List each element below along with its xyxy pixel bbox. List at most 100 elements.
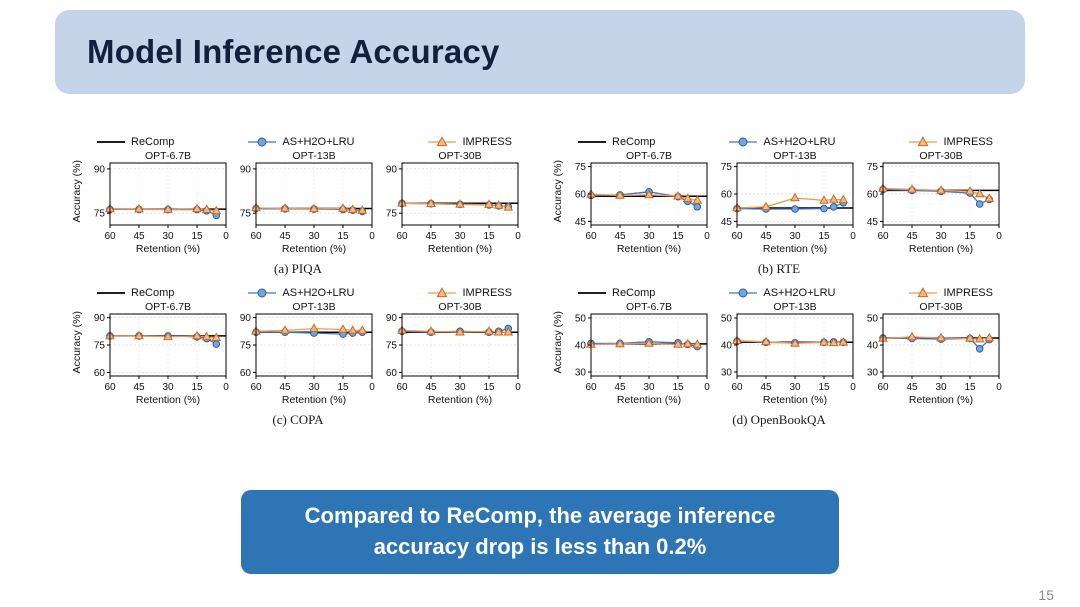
y-tick-label: 60 [94, 368, 106, 379]
recomp-line-sample [97, 141, 125, 143]
y-tick-label: 90 [386, 164, 398, 175]
legend-label: ReComp [131, 136, 175, 148]
x-tick-label: 0 [850, 382, 856, 393]
slide-header: Model Inference Accuracy [55, 10, 1025, 94]
subplot-title: OPT-6.7B [145, 301, 191, 313]
chart-group: ReComp AS+H2O+LRU IMPRESS Accuracy (%) OPT-6… [551, 136, 1007, 277]
page-number: 15 [1038, 587, 1054, 603]
y-tick-label: 60 [240, 368, 252, 379]
x-tick-label: 0 [996, 382, 1002, 393]
y-tick-label: 75 [575, 162, 587, 173]
x-tick-label: 15 [964, 231, 976, 242]
x-axis-label: Retention (%) [617, 243, 681, 255]
subplot-chart: OPT-30B 30 40 50 60 45 30 15 0 Retention (%) [867, 301, 1002, 406]
x-tick-label: 45 [279, 382, 291, 393]
x-tick-label: 60 [104, 231, 116, 242]
subplot-title: OPT-13B [292, 150, 335, 162]
y-tick-label: 75 [721, 162, 733, 173]
subplot-title: OPT-30B [919, 301, 962, 313]
x-tick-label: 15 [964, 382, 976, 393]
y-tick-label: 40 [575, 341, 587, 352]
x-tick-label: 60 [877, 382, 889, 393]
y-tick-label: 60 [575, 190, 587, 201]
x-tick-label: 15 [337, 382, 349, 393]
as-h2o-lru-marker-sample [248, 288, 277, 298]
y-tick-label: 45 [575, 217, 587, 228]
x-axis-label: Retention (%) [428, 243, 492, 255]
x-tick-label: 60 [396, 231, 408, 242]
y-tick-label: 60 [867, 190, 879, 201]
as-h2o-lru-marker-sample [248, 137, 277, 147]
x-tick-label: 15 [191, 382, 203, 393]
x-tick-label: 0 [704, 382, 710, 393]
legend-item-1: AS+H2O+LRU [247, 287, 355, 299]
x-tick-label: 45 [614, 382, 626, 393]
x-tick-label: 60 [585, 382, 597, 393]
x-tick-label: 45 [133, 382, 145, 393]
y-tick-label: 45 [721, 217, 733, 228]
legend-label: AS+H2O+LRU [763, 287, 836, 299]
y-tick-label: 60 [386, 368, 398, 379]
y-axis-label: Accuracy (%) [552, 159, 564, 223]
x-tick-label: 30 [935, 382, 947, 393]
x-tick-label: 45 [279, 231, 291, 242]
x-tick-label: 30 [308, 382, 320, 393]
x-tick-label: 0 [369, 382, 375, 393]
legend-label: AS+H2O+LRU [282, 287, 355, 299]
x-tick-label: 30 [162, 382, 174, 393]
legend-item-0: ReComp [96, 287, 174, 299]
legend-label: ReComp [131, 287, 175, 299]
y-tick-label: 90 [240, 313, 252, 324]
group-caption: (b) RTE [757, 261, 801, 276]
x-tick-label: 0 [223, 382, 229, 393]
y-axis-label: Accuracy (%) [71, 159, 83, 223]
y-tick-label: 75 [386, 209, 398, 220]
legend-item-2: IMPRESS [908, 287, 993, 299]
legend-item-0: ReComp [577, 136, 655, 148]
x-axis-label: Retention (%) [136, 394, 200, 406]
x-tick-label: 60 [877, 231, 889, 242]
legend-item-0: ReComp [96, 136, 174, 148]
y-tick-label: 90 [240, 164, 252, 175]
x-axis-label: Retention (%) [763, 243, 827, 255]
x-tick-label: 0 [369, 231, 375, 242]
legend-item-0: ReComp [577, 287, 655, 299]
x-tick-label: 45 [906, 231, 918, 242]
legend-label: ReComp [612, 287, 656, 299]
x-axis-label: Retention (%) [763, 394, 827, 406]
x-tick-label: 15 [483, 382, 495, 393]
y-tick-label: 40 [867, 341, 879, 352]
subplot-chart: OPT-6.7B 45 60 75 60 45 30 15 0 Retention (%) [575, 150, 710, 255]
x-tick-label: 30 [789, 231, 801, 242]
y-tick-label: 75 [386, 341, 398, 352]
x-tick-label: 60 [250, 231, 262, 242]
x-tick-label: 30 [454, 382, 466, 393]
x-tick-label: 30 [643, 231, 655, 242]
x-tick-label: 45 [425, 382, 437, 393]
subplot-row: Accuracy (%) OPT-6.7B 60 75 90 60 45 30 15 0 Reten… [70, 301, 526, 409]
subplot-chart: OPT-13B 30 40 50 60 45 30 15 0 Retention (%) [721, 301, 856, 406]
legend-item-2: IMPRESS [427, 136, 512, 148]
subplot-chart: OPT-6.7B 30 40 50 60 45 30 15 0 Retention (%) [575, 301, 710, 406]
chart-group: ReComp AS+H2O+LRU IMPRESS Accuracy (%) OPT-6… [551, 287, 1007, 428]
legend-label: IMPRESS [943, 287, 993, 299]
y-tick-label: 75 [867, 162, 879, 173]
y-tick-label: 75 [240, 341, 252, 352]
x-tick-label: 60 [250, 382, 262, 393]
y-axis-label: Accuracy (%) [552, 310, 564, 374]
subplot-title: OPT-13B [292, 301, 335, 313]
subplot-chart: OPT-13B 60 75 90 60 45 30 15 0 Retention (%) [240, 301, 375, 406]
x-tick-label: 0 [704, 231, 710, 242]
subplot-title: OPT-6.7B [145, 150, 191, 162]
x-axis-label: Retention (%) [909, 243, 973, 255]
x-axis-label: Retention (%) [617, 394, 681, 406]
as-h2o-lru-marker-sample [729, 137, 758, 147]
x-axis-label: Retention (%) [282, 394, 346, 406]
x-tick-label: 15 [818, 382, 830, 393]
y-tick-label: 40 [721, 341, 733, 352]
x-tick-label: 60 [731, 231, 743, 242]
subplot-title: OPT-6.7B [626, 150, 672, 162]
x-tick-label: 15 [337, 231, 349, 242]
summary-callout: Compared to ReComp, the average inferenc… [241, 490, 839, 574]
chart-legend: ReComp AS+H2O+LRU IMPRESS [70, 287, 526, 301]
